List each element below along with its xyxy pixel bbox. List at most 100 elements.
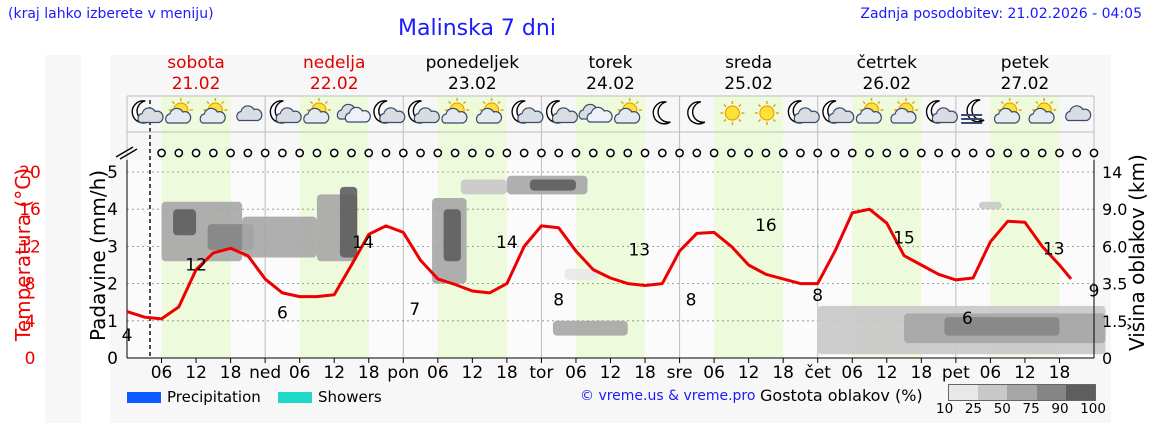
cloud-icon bbox=[993, 107, 1021, 124]
sun-ray bbox=[1000, 100, 1004, 105]
sun-ray bbox=[738, 103, 742, 108]
moon-icon bbox=[652, 101, 671, 125]
cloud-icon bbox=[137, 107, 164, 124]
density-step-10 bbox=[949, 385, 979, 400]
wind-marker bbox=[381, 148, 391, 158]
precip-tick-label: 3 bbox=[107, 237, 118, 257]
sun-ray bbox=[723, 118, 727, 123]
x-tick-label: 12 bbox=[323, 363, 345, 383]
cloud-icon bbox=[236, 105, 263, 122]
precip-swatch bbox=[127, 391, 161, 403]
sun-ray bbox=[862, 100, 866, 105]
wind-marker bbox=[916, 148, 926, 158]
cloud-icon bbox=[199, 107, 226, 124]
temp-tick-label: 0 bbox=[25, 349, 36, 369]
cloud-icon bbox=[441, 107, 468, 124]
moon-icon bbox=[687, 101, 706, 125]
wind-marker bbox=[830, 148, 840, 158]
wind-marker bbox=[329, 148, 339, 158]
moon-icon bbox=[966, 99, 985, 123]
wind-marker bbox=[347, 148, 356, 158]
sun-ray bbox=[723, 103, 727, 108]
sun-ray bbox=[206, 100, 210, 105]
wind-marker bbox=[571, 148, 581, 158]
wind-marker bbox=[485, 148, 494, 158]
sun-ray bbox=[772, 103, 776, 108]
wind-marker bbox=[1003, 148, 1013, 158]
temp-data-label: 7 bbox=[409, 300, 420, 320]
density-label: 50 bbox=[993, 401, 1011, 417]
temp-axis-label: Temperatura (°C) bbox=[11, 167, 35, 341]
sun-ray bbox=[186, 100, 190, 105]
x-tick-label: ned bbox=[249, 363, 281, 383]
wind-marker bbox=[364, 148, 374, 158]
density-step-25 bbox=[978, 385, 1008, 400]
wind-marker bbox=[778, 148, 788, 158]
daytime-band bbox=[575, 96, 646, 358]
temp-data-label: 14 bbox=[352, 233, 374, 253]
wind-marker bbox=[1089, 148, 1099, 158]
wind-marker bbox=[986, 148, 995, 158]
wind-marker bbox=[623, 148, 633, 158]
cloud-icon bbox=[614, 107, 641, 124]
cloud-density-area bbox=[443, 209, 461, 262]
precip-axis-label: Padavine (mm/h) bbox=[86, 169, 110, 341]
day-name: sreda bbox=[725, 53, 772, 73]
wind-marker bbox=[502, 148, 512, 158]
wind-marker bbox=[640, 148, 650, 158]
density-label: 25 bbox=[964, 401, 983, 417]
wind-marker bbox=[208, 148, 218, 158]
x-tick-label: 12 bbox=[462, 363, 484, 383]
cloud-icon bbox=[551, 107, 579, 124]
temp-data-label: 6 bbox=[277, 304, 288, 324]
density-label: 10 bbox=[936, 401, 954, 417]
cloud-density-scale bbox=[948, 384, 1096, 401]
temp-data-label: 8 bbox=[812, 286, 823, 306]
x-tick-label: 12 bbox=[185, 363, 207, 383]
cloud-icon bbox=[475, 107, 503, 124]
cloud-density-title: Gostota oblakov (%) bbox=[760, 386, 923, 405]
x-tick-label: 18 bbox=[496, 363, 518, 383]
legend-showers: Showers bbox=[278, 388, 382, 406]
wind-marker bbox=[416, 148, 425, 158]
wind-marker bbox=[951, 148, 961, 158]
cloud-density-area bbox=[552, 320, 628, 336]
temp-data-label: 12 bbox=[185, 255, 207, 275]
wind-marker bbox=[813, 148, 823, 158]
cloud-icon bbox=[793, 107, 820, 124]
cloud-density-area bbox=[944, 317, 1060, 336]
temp-data-label: 9 bbox=[1089, 281, 1100, 301]
sun-icon bbox=[759, 105, 775, 121]
cloud-icon bbox=[931, 107, 958, 124]
x-tick-label: tor bbox=[529, 363, 553, 383]
day-date: 27.02 bbox=[1001, 74, 1050, 94]
sun-ray bbox=[448, 100, 452, 105]
temp-tick-label: 16 bbox=[19, 200, 41, 220]
sun-ray bbox=[757, 118, 762, 123]
copyright-link[interactable]: © vreme.us & vreme.pro bbox=[580, 388, 756, 404]
temp-data-label: 16 bbox=[755, 216, 777, 236]
day-name: torek bbox=[589, 53, 633, 73]
cloud-height-tick-label: 0 bbox=[1102, 349, 1112, 368]
wind-marker bbox=[899, 148, 909, 158]
day-date: 25.02 bbox=[724, 74, 773, 94]
cloud-density-area bbox=[529, 179, 576, 191]
cloud-density-area bbox=[242, 216, 317, 258]
wind-marker bbox=[191, 148, 201, 158]
wind-marker bbox=[398, 148, 408, 158]
x-tick-label: 06 bbox=[427, 363, 449, 383]
sun-ray bbox=[171, 100, 175, 105]
temperature-line bbox=[126, 207, 1073, 321]
wind-marker bbox=[692, 148, 702, 158]
wind-marker bbox=[1020, 148, 1030, 158]
x-tick-label: 12 bbox=[1014, 363, 1036, 383]
temp-tick-label: 4 bbox=[25, 312, 36, 332]
wind-marker bbox=[312, 148, 322, 158]
x-tick-label: 12 bbox=[738, 363, 760, 383]
density-label: 100 bbox=[1080, 401, 1106, 417]
temp-data-label: 15 bbox=[893, 228, 915, 248]
cloud-icon bbox=[1028, 107, 1055, 124]
x-tick-label: 18 bbox=[220, 363, 242, 383]
location-note[interactable]: (kraj lahko izberete v meniju) bbox=[8, 6, 214, 22]
